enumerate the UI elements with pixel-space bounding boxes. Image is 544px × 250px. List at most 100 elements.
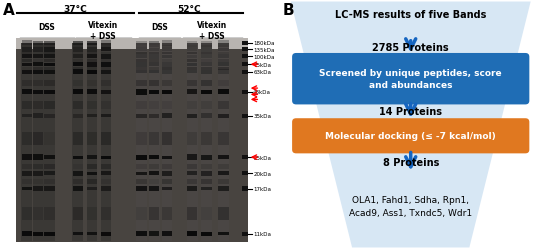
FancyBboxPatch shape xyxy=(101,53,111,55)
FancyBboxPatch shape xyxy=(201,114,212,119)
FancyBboxPatch shape xyxy=(101,172,111,176)
FancyBboxPatch shape xyxy=(162,114,172,118)
FancyBboxPatch shape xyxy=(137,48,146,52)
FancyBboxPatch shape xyxy=(101,41,111,46)
FancyBboxPatch shape xyxy=(201,102,212,109)
FancyBboxPatch shape xyxy=(73,55,83,59)
FancyBboxPatch shape xyxy=(101,232,111,236)
FancyBboxPatch shape xyxy=(87,207,97,220)
FancyBboxPatch shape xyxy=(87,172,97,175)
Text: LC-MS results of five Bands: LC-MS results of five Bands xyxy=(335,10,486,20)
FancyBboxPatch shape xyxy=(136,44,147,241)
Text: OLA1, Fahd1, Sdha, Rpn1,
Acad9, Ass1, Txndc5, Wdr1: OLA1, Fahd1, Sdha, Rpn1, Acad9, Ass1, Tx… xyxy=(349,196,472,217)
FancyBboxPatch shape xyxy=(16,39,248,50)
FancyBboxPatch shape xyxy=(187,68,197,70)
FancyBboxPatch shape xyxy=(45,47,54,53)
FancyBboxPatch shape xyxy=(201,70,212,74)
FancyBboxPatch shape xyxy=(33,53,44,55)
FancyBboxPatch shape xyxy=(45,80,54,86)
FancyBboxPatch shape xyxy=(218,180,228,184)
FancyBboxPatch shape xyxy=(149,232,159,236)
FancyBboxPatch shape xyxy=(33,42,44,46)
FancyBboxPatch shape xyxy=(246,187,248,191)
FancyBboxPatch shape xyxy=(218,114,228,118)
FancyBboxPatch shape xyxy=(137,164,146,169)
FancyBboxPatch shape xyxy=(137,42,146,46)
FancyBboxPatch shape xyxy=(162,41,172,46)
FancyBboxPatch shape xyxy=(218,53,228,55)
Text: 52°C: 52°C xyxy=(178,5,201,14)
FancyBboxPatch shape xyxy=(149,46,159,48)
FancyBboxPatch shape xyxy=(187,186,197,191)
FancyBboxPatch shape xyxy=(22,46,32,48)
Text: Vitexin
+ DSS: Vitexin + DSS xyxy=(88,21,119,40)
FancyBboxPatch shape xyxy=(162,44,172,241)
FancyBboxPatch shape xyxy=(149,180,159,184)
FancyBboxPatch shape xyxy=(22,164,32,169)
FancyBboxPatch shape xyxy=(201,133,212,145)
FancyBboxPatch shape xyxy=(242,156,244,160)
FancyBboxPatch shape xyxy=(33,171,44,176)
FancyBboxPatch shape xyxy=(22,187,32,190)
FancyBboxPatch shape xyxy=(187,155,197,160)
FancyBboxPatch shape xyxy=(187,133,197,145)
FancyBboxPatch shape xyxy=(137,133,146,145)
FancyBboxPatch shape xyxy=(33,70,44,74)
Text: 35kDa: 35kDa xyxy=(253,114,271,119)
FancyBboxPatch shape xyxy=(244,156,245,160)
Text: 37°C: 37°C xyxy=(63,5,87,14)
FancyBboxPatch shape xyxy=(244,42,245,46)
FancyBboxPatch shape xyxy=(149,156,159,159)
FancyBboxPatch shape xyxy=(149,42,159,46)
FancyBboxPatch shape xyxy=(162,60,172,62)
FancyBboxPatch shape xyxy=(187,64,197,66)
FancyBboxPatch shape xyxy=(218,164,228,169)
FancyBboxPatch shape xyxy=(101,164,111,169)
FancyBboxPatch shape xyxy=(201,42,212,46)
FancyBboxPatch shape xyxy=(242,187,244,191)
Text: 20kDa: 20kDa xyxy=(253,171,271,176)
FancyBboxPatch shape xyxy=(45,186,54,191)
FancyBboxPatch shape xyxy=(87,156,97,159)
FancyBboxPatch shape xyxy=(137,53,146,55)
FancyBboxPatch shape xyxy=(45,133,54,145)
FancyBboxPatch shape xyxy=(201,232,212,236)
FancyBboxPatch shape xyxy=(73,114,83,118)
FancyBboxPatch shape xyxy=(242,63,244,67)
FancyBboxPatch shape xyxy=(87,55,97,59)
FancyBboxPatch shape xyxy=(187,172,197,176)
FancyBboxPatch shape xyxy=(101,60,111,62)
FancyBboxPatch shape xyxy=(201,60,212,62)
FancyBboxPatch shape xyxy=(162,171,172,176)
FancyBboxPatch shape xyxy=(45,114,54,118)
FancyBboxPatch shape xyxy=(201,46,212,48)
FancyBboxPatch shape xyxy=(22,60,32,62)
FancyBboxPatch shape xyxy=(137,55,146,59)
FancyBboxPatch shape xyxy=(101,207,111,220)
FancyBboxPatch shape xyxy=(218,68,228,70)
FancyBboxPatch shape xyxy=(87,48,97,52)
FancyBboxPatch shape xyxy=(73,53,83,55)
FancyBboxPatch shape xyxy=(45,55,54,59)
FancyBboxPatch shape xyxy=(149,80,159,86)
FancyBboxPatch shape xyxy=(73,48,83,52)
FancyBboxPatch shape xyxy=(33,102,44,109)
Text: 2785 Proteins: 2785 Proteins xyxy=(373,42,449,52)
FancyBboxPatch shape xyxy=(33,180,44,184)
FancyBboxPatch shape xyxy=(101,180,111,184)
FancyBboxPatch shape xyxy=(73,156,83,159)
FancyBboxPatch shape xyxy=(137,71,146,74)
FancyBboxPatch shape xyxy=(87,102,97,109)
Text: 135kDa: 135kDa xyxy=(253,48,275,52)
FancyBboxPatch shape xyxy=(162,187,172,190)
FancyBboxPatch shape xyxy=(73,90,83,95)
FancyBboxPatch shape xyxy=(73,63,83,67)
FancyBboxPatch shape xyxy=(137,102,146,109)
FancyBboxPatch shape xyxy=(149,207,159,220)
FancyBboxPatch shape xyxy=(72,44,83,241)
FancyBboxPatch shape xyxy=(33,133,44,145)
Text: DSS: DSS xyxy=(38,22,55,32)
FancyBboxPatch shape xyxy=(218,80,228,86)
FancyBboxPatch shape xyxy=(187,164,197,169)
Text: 75kDa: 75kDa xyxy=(253,62,271,68)
